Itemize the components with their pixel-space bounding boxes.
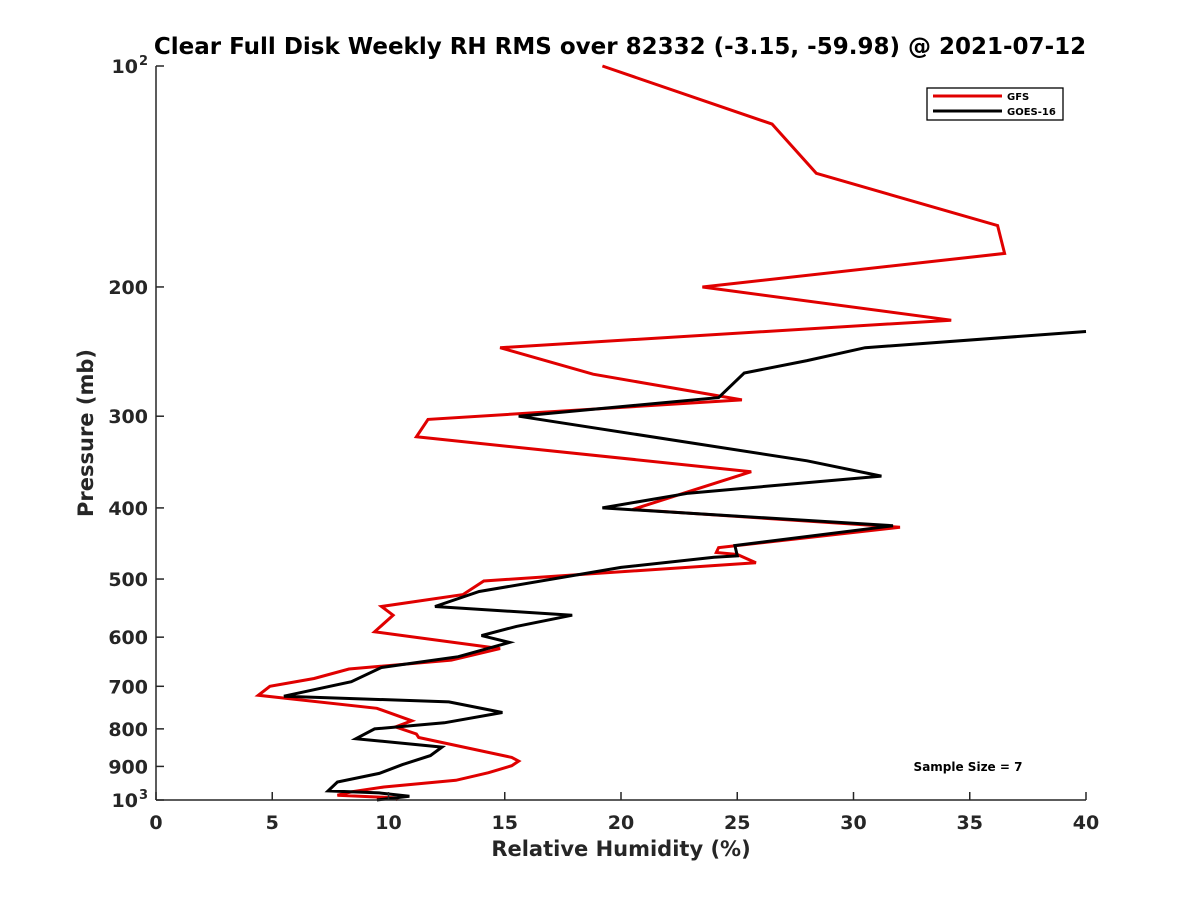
y-tick-label: 300	[108, 406, 148, 428]
x-tick-label: 0	[149, 812, 162, 834]
y-tick-label: 700	[108, 676, 148, 698]
legend-label-goes16: GOES-16	[1007, 107, 1056, 118]
y-tick-label: 500	[108, 569, 148, 591]
y-tick-label: 10	[112, 56, 138, 78]
chart-title: Clear Full Disk Weekly RH RMS over 82332…	[154, 34, 1086, 60]
y-tick-label: 200	[108, 277, 148, 299]
y-tick-label: 800	[108, 719, 148, 741]
sample-size-annotation: Sample Size = 7	[914, 760, 1023, 774]
series-line-goes16	[283, 330, 1087, 802]
legend-box	[926, 87, 1064, 121]
y-axis-label: Pressure (mb)	[74, 349, 98, 517]
y-tick-label: 400	[108, 498, 148, 520]
x-tick-label: 25	[724, 812, 750, 834]
x-tick-label: 5	[266, 812, 279, 834]
x-tick-label: 20	[608, 812, 634, 834]
y-tick-exponent: 3	[139, 788, 148, 803]
x-tick-label: 35	[957, 812, 983, 834]
series-line-gfs	[254, 64, 1007, 802]
y-tick-exponent: 2	[139, 54, 148, 69]
legend: GFS GOES-16	[926, 87, 1064, 121]
x-tick-label: 15	[492, 812, 518, 834]
legend-label-gfs: GFS	[1007, 92, 1029, 103]
x-tick-label: 30	[840, 812, 866, 834]
series-layer	[254, 64, 1087, 802]
y-tick-label: 600	[108, 627, 148, 649]
plot-area: 0 5 10 15 20 25 30 35 40 10 220030040050060070080…	[108, 54, 1099, 834]
y-tick-label: 10	[112, 790, 138, 812]
x-ticks: 0 5 10 15 20 25 30 35 40	[149, 792, 1099, 834]
x-tick-label: 10	[375, 812, 401, 834]
x-axis-label: Relative Humidity (%)	[491, 837, 750, 861]
x-tick-label: 40	[1073, 812, 1099, 834]
y-tick-label: 900	[108, 756, 148, 778]
